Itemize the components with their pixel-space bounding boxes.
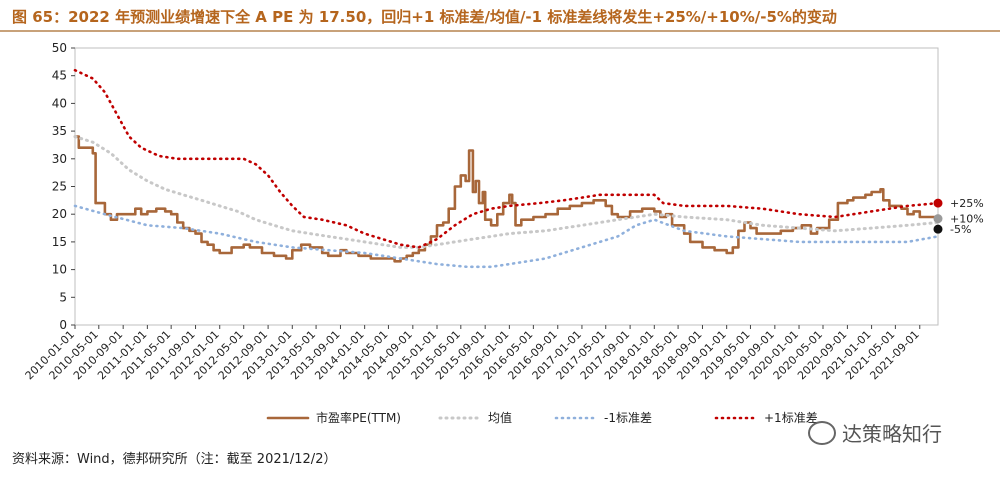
minus5-marker <box>933 224 943 234</box>
watermark-text: 达策略知行 <box>842 422 942 446</box>
legend-item-mean: 均值 <box>438 410 512 425</box>
minus1-series-line <box>73 204 940 269</box>
y-tick-label: 15 <box>52 235 67 249</box>
annotation-label: -5% <box>950 223 971 236</box>
y-tick-label: 5 <box>59 290 67 304</box>
y-tick-label: 25 <box>52 180 67 194</box>
plus10-marker <box>933 214 943 224</box>
y-tick-label: 20 <box>52 207 67 221</box>
y-tick-label: 50 <box>52 41 67 55</box>
legend-label: 市盈率PE(TTM) <box>316 410 401 425</box>
legend-item-plus1: +1标准差 <box>714 411 818 425</box>
y-tick-label: 35 <box>52 124 67 138</box>
annotation-label: +25% <box>950 197 984 210</box>
watermark: 达策略知行 <box>808 418 942 447</box>
y-tick-label: 0 <box>59 318 67 332</box>
legend-label: +1标准差 <box>764 411 818 425</box>
chart-title: 图 65：2022 年预测业绩增速下全 A PE 为 17.50，回归+1 标准… <box>12 8 837 26</box>
mean-series-line <box>73 135 940 249</box>
source-note: 资料来源：Wind，德邦研究所（注：截至 2021/12/2） <box>12 452 337 467</box>
plus25-marker <box>933 198 943 208</box>
plot-frame <box>74 47 939 326</box>
legend-item-minus1: -1标准差 <box>554 411 652 425</box>
legend-label: -1标准差 <box>604 411 652 425</box>
legend-item-pe: 市盈率PE(TTM) <box>266 410 401 425</box>
y-tick-label: 10 <box>52 263 67 277</box>
annotation-label: +10% <box>950 213 984 226</box>
plus1-series-line <box>73 68 940 249</box>
title-divider <box>0 30 1000 32</box>
wechat-icon <box>808 420 836 445</box>
y-tick-label: 40 <box>52 96 67 110</box>
y-tick-label: 30 <box>52 152 67 166</box>
y-tick-label: 45 <box>52 69 67 83</box>
pe-valuation-chart: 051015202530354045502010-01-012010-05-01… <box>23 41 984 425</box>
pe-series-line <box>73 135 940 263</box>
legend-label: 均值 <box>488 410 512 425</box>
